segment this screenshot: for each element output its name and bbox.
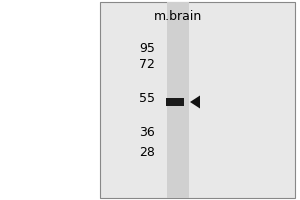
Text: 55: 55 [139,92,155,104]
Text: 28: 28 [139,146,155,160]
Bar [166,98,184,106]
Text: 36: 36 [139,127,155,140]
Text: 72: 72 [139,58,155,71]
Bar [100,2,295,198]
Polygon shape [190,96,200,108]
Text: 95: 95 [139,42,155,54]
Text: m.brain: m.brain [154,10,202,23]
Bar [167,2,189,198]
